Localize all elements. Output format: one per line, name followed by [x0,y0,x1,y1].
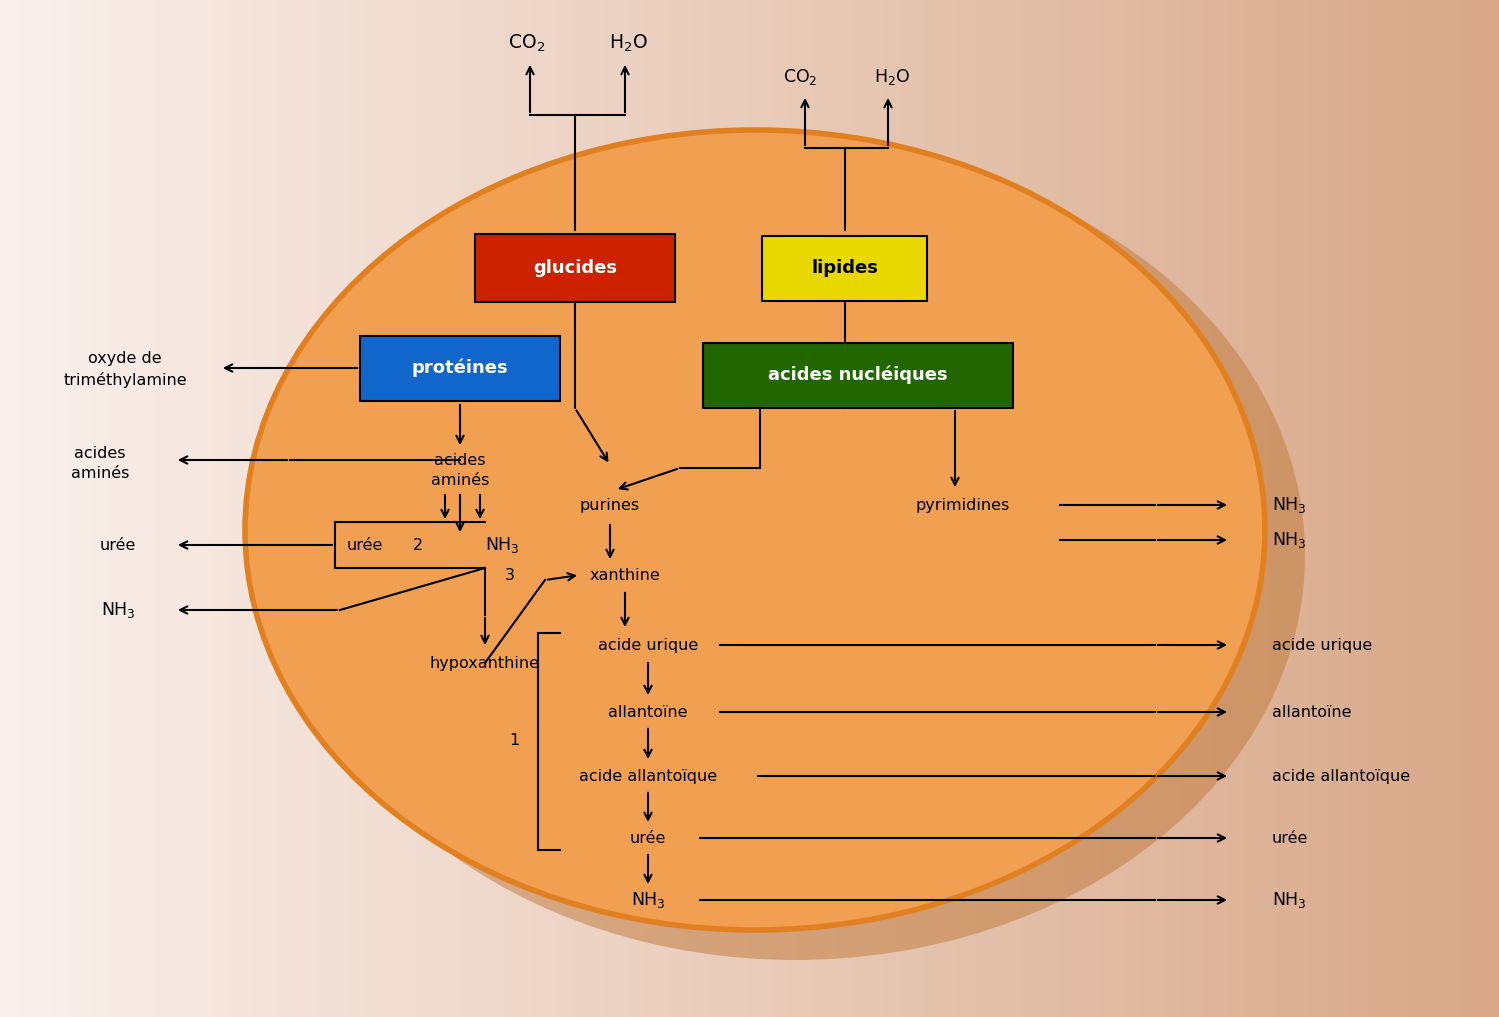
Text: NH$_3$: NH$_3$ [1273,530,1306,550]
Text: acide allantoïque: acide allantoïque [1273,769,1411,783]
Text: 3: 3 [505,567,516,583]
Text: NH$_3$: NH$_3$ [100,600,135,620]
Text: acides: acides [75,445,126,461]
Text: 2: 2 [412,538,423,552]
Text: glucides: glucides [534,259,618,277]
Text: 1: 1 [510,732,520,747]
Text: oxyde de: oxyde de [88,351,162,365]
Text: pyrimidines: pyrimidines [916,497,1010,513]
Text: purines: purines [580,497,640,513]
FancyBboxPatch shape [360,336,561,401]
Text: acide urique: acide urique [1273,638,1372,653]
Text: protéines: protéines [412,359,508,377]
Text: allantoïne: allantoïne [1273,705,1352,719]
Text: lipides: lipides [811,259,878,277]
Text: NH$_3$: NH$_3$ [486,535,519,555]
Text: CO$_2$: CO$_2$ [782,67,817,87]
Ellipse shape [285,149,1306,960]
Text: H$_2$O: H$_2$O [874,67,910,87]
Text: urée: urée [100,538,136,552]
Text: urée: urée [346,538,384,552]
Text: acide urique: acide urique [598,638,699,653]
Text: triméthylamine: triméthylamine [63,372,187,388]
Text: aminés: aminés [70,466,129,480]
FancyBboxPatch shape [763,236,928,300]
Text: acides nucléiques: acides nucléiques [767,366,947,384]
Text: acides: acides [435,453,486,468]
Text: urée: urée [630,831,666,845]
Text: NH$_3$: NH$_3$ [1273,890,1306,910]
Ellipse shape [244,130,1265,930]
Text: NH$_3$: NH$_3$ [1273,495,1306,515]
FancyBboxPatch shape [703,343,1013,408]
Text: NH$_3$: NH$_3$ [631,890,666,910]
Text: acide allantoïque: acide allantoïque [579,769,717,783]
Text: CO$_2$: CO$_2$ [508,33,546,54]
FancyBboxPatch shape [475,234,675,302]
Text: allantoïne: allantoïne [609,705,688,719]
Text: H$_2$O: H$_2$O [609,33,648,54]
Text: urée: urée [1273,831,1309,845]
Text: hypoxanthine: hypoxanthine [430,656,540,670]
Text: xanthine: xanthine [589,567,661,583]
Text: aminés: aminés [430,473,489,487]
